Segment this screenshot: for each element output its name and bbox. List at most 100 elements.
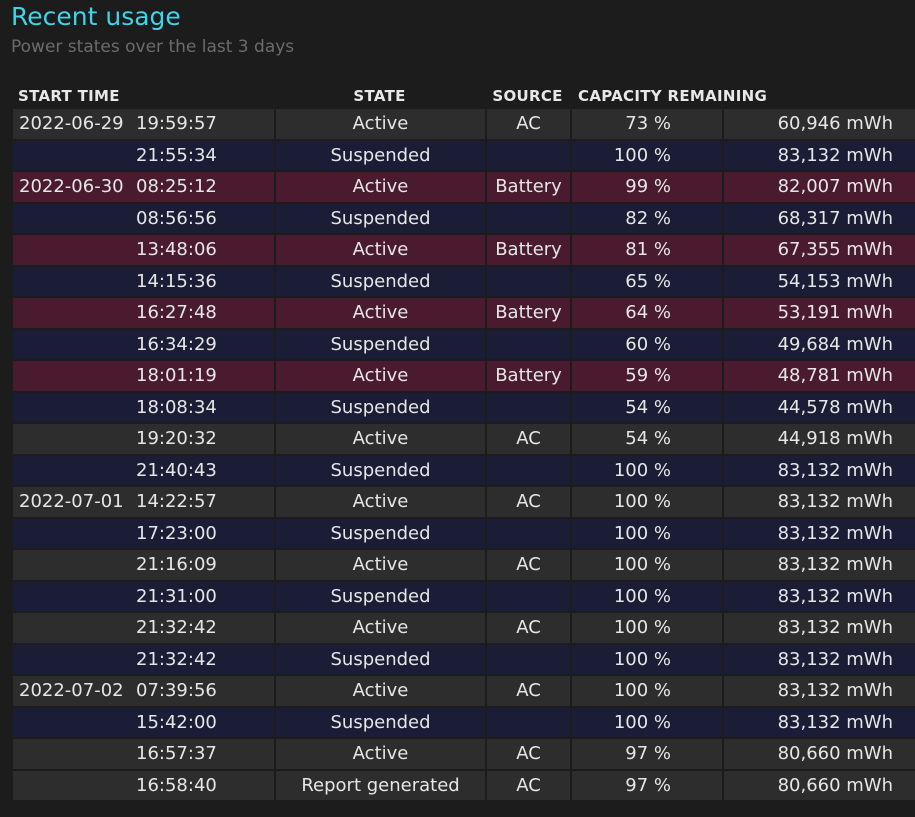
time-cell: 16:27:48: [126, 298, 275, 328]
percent-cell: 81 %: [570, 235, 723, 265]
table-row: 21:31:00 Suspended 100 % 83,132 mWh: [13, 581, 915, 611]
percent-cell: 100 %: [570, 140, 723, 170]
source-cell: [485, 329, 571, 359]
time-cell: 21:32:42: [126, 644, 275, 674]
table-header-row: START TIME STATE SOURCE CAPACITY REMAINI…: [13, 85, 915, 107]
capacity-cell: 83,132 mWh: [722, 613, 915, 643]
percent-cell: 64 %: [570, 298, 723, 328]
page-title: Recent usage: [11, 2, 181, 31]
capacity-cell: 83,132 mWh: [722, 518, 915, 548]
capacity-cell: 44,918 mWh: [722, 424, 915, 454]
table-row: 2022-06-29 19:59:57 Active AC 73 % 60,946 mWh: [13, 109, 915, 139]
source-cell: AC: [485, 613, 571, 643]
time-cell: 16:34:29: [126, 329, 275, 359]
capacity-cell: 53,191 mWh: [722, 298, 915, 328]
time-cell: 21:32:42: [126, 613, 275, 643]
date-cell: [13, 770, 126, 800]
date-cell: [13, 707, 126, 737]
date-cell: [13, 644, 126, 674]
time-cell: 17:23:00: [126, 518, 275, 548]
time-cell: 08:25:12: [126, 172, 275, 202]
table-row: 21:40:43 Suspended 100 % 83,132 mWh: [13, 455, 915, 485]
percent-cell: 100 %: [570, 644, 723, 674]
state-cell: Suspended: [274, 203, 486, 233]
source-cell: Battery: [485, 361, 571, 391]
date-cell: [13, 581, 126, 611]
state-cell: Active: [274, 172, 486, 202]
percent-cell: 54 %: [570, 392, 723, 422]
table-row: 21:32:42 Active AC 100 % 83,132 mWh: [13, 613, 915, 643]
date-cell: [13, 140, 126, 170]
source-cell: Battery: [485, 172, 571, 202]
source-cell: AC: [485, 487, 571, 517]
table-row: 16:58:40 Report generated AC 97 % 80,660 mWh: [13, 770, 915, 800]
source-cell: [485, 518, 571, 548]
date-cell: [13, 613, 126, 643]
state-cell: Suspended: [274, 644, 486, 674]
capacity-cell: 83,132 mWh: [722, 644, 915, 674]
source-cell: AC: [485, 550, 571, 580]
time-cell: 21:40:43: [126, 455, 275, 485]
percent-cell: 97 %: [570, 739, 723, 769]
state-cell: Suspended: [274, 329, 486, 359]
time-cell: 21:31:00: [126, 581, 275, 611]
percent-cell: 100 %: [570, 581, 723, 611]
capacity-cell: 83,132 mWh: [722, 707, 915, 737]
percent-cell: 100 %: [570, 550, 723, 580]
time-cell: 14:15:36: [126, 266, 275, 296]
source-cell: [485, 581, 571, 611]
capacity-cell: 49,684 mWh: [722, 329, 915, 359]
time-cell: 19:20:32: [126, 424, 275, 454]
percent-cell: 59 %: [570, 361, 723, 391]
column-header-capacity-remaining: CAPACITY REMAINING: [578, 87, 768, 105]
source-cell: [485, 140, 571, 170]
table-row: 21:55:34 Suspended 100 % 83,132 mWh: [13, 140, 915, 170]
time-cell: 21:55:34: [126, 140, 275, 170]
state-cell: Active: [274, 487, 486, 517]
capacity-cell: 48,781 mWh: [722, 361, 915, 391]
percent-cell: 73 %: [570, 109, 723, 139]
time-cell: 08:56:56: [126, 203, 275, 233]
source-cell: AC: [485, 770, 571, 800]
capacity-cell: 83,132 mWh: [722, 676, 915, 706]
percent-cell: 97 %: [570, 770, 723, 800]
time-cell: 13:48:06: [126, 235, 275, 265]
table-body: 2022-06-29 19:59:57 Active AC 73 % 60,946 mWh…: [13, 109, 915, 800]
source-cell: AC: [485, 424, 571, 454]
source-cell: [485, 392, 571, 422]
time-cell: 18:01:19: [126, 361, 275, 391]
table-row: 19:20:32 Active AC 54 % 44,918 mWh: [13, 424, 915, 454]
page-subtitle: Power states over the last 3 days: [11, 37, 295, 57]
capacity-cell: 82,007 mWh: [722, 172, 915, 202]
percent-cell: 54 %: [570, 424, 723, 454]
table-row: 2022-07-02 07:39:56 Active AC 100 % 83,132 mW…: [13, 676, 915, 706]
date-cell: [13, 235, 126, 265]
state-cell: Suspended: [274, 455, 486, 485]
date-cell: [13, 329, 126, 359]
capacity-cell: 83,132 mWh: [722, 455, 915, 485]
source-cell: [485, 455, 571, 485]
column-header-state: STATE: [353, 87, 406, 105]
state-cell: Active: [274, 550, 486, 580]
state-cell: Suspended: [274, 581, 486, 611]
state-cell: Suspended: [274, 392, 486, 422]
percent-cell: 100 %: [570, 707, 723, 737]
state-cell: Active: [274, 235, 486, 265]
capacity-cell: 44,578 mWh: [722, 392, 915, 422]
time-cell: 07:39:56: [126, 676, 275, 706]
state-cell: Active: [274, 613, 486, 643]
date-cell: [13, 361, 126, 391]
date-cell: [13, 518, 126, 548]
time-cell: 14:22:57: [126, 487, 275, 517]
percent-cell: 100 %: [570, 487, 723, 517]
source-cell: [485, 707, 571, 737]
state-cell: Suspended: [274, 266, 486, 296]
capacity-cell: 83,132 mWh: [722, 581, 915, 611]
percent-cell: 100 %: [570, 613, 723, 643]
source-cell: [485, 203, 571, 233]
source-cell: [485, 266, 571, 296]
percent-cell: 100 %: [570, 676, 723, 706]
table-row: 21:32:42 Suspended 100 % 83,132 mWh: [13, 644, 915, 674]
capacity-cell: 80,660 mWh: [722, 770, 915, 800]
source-cell: Battery: [485, 298, 571, 328]
